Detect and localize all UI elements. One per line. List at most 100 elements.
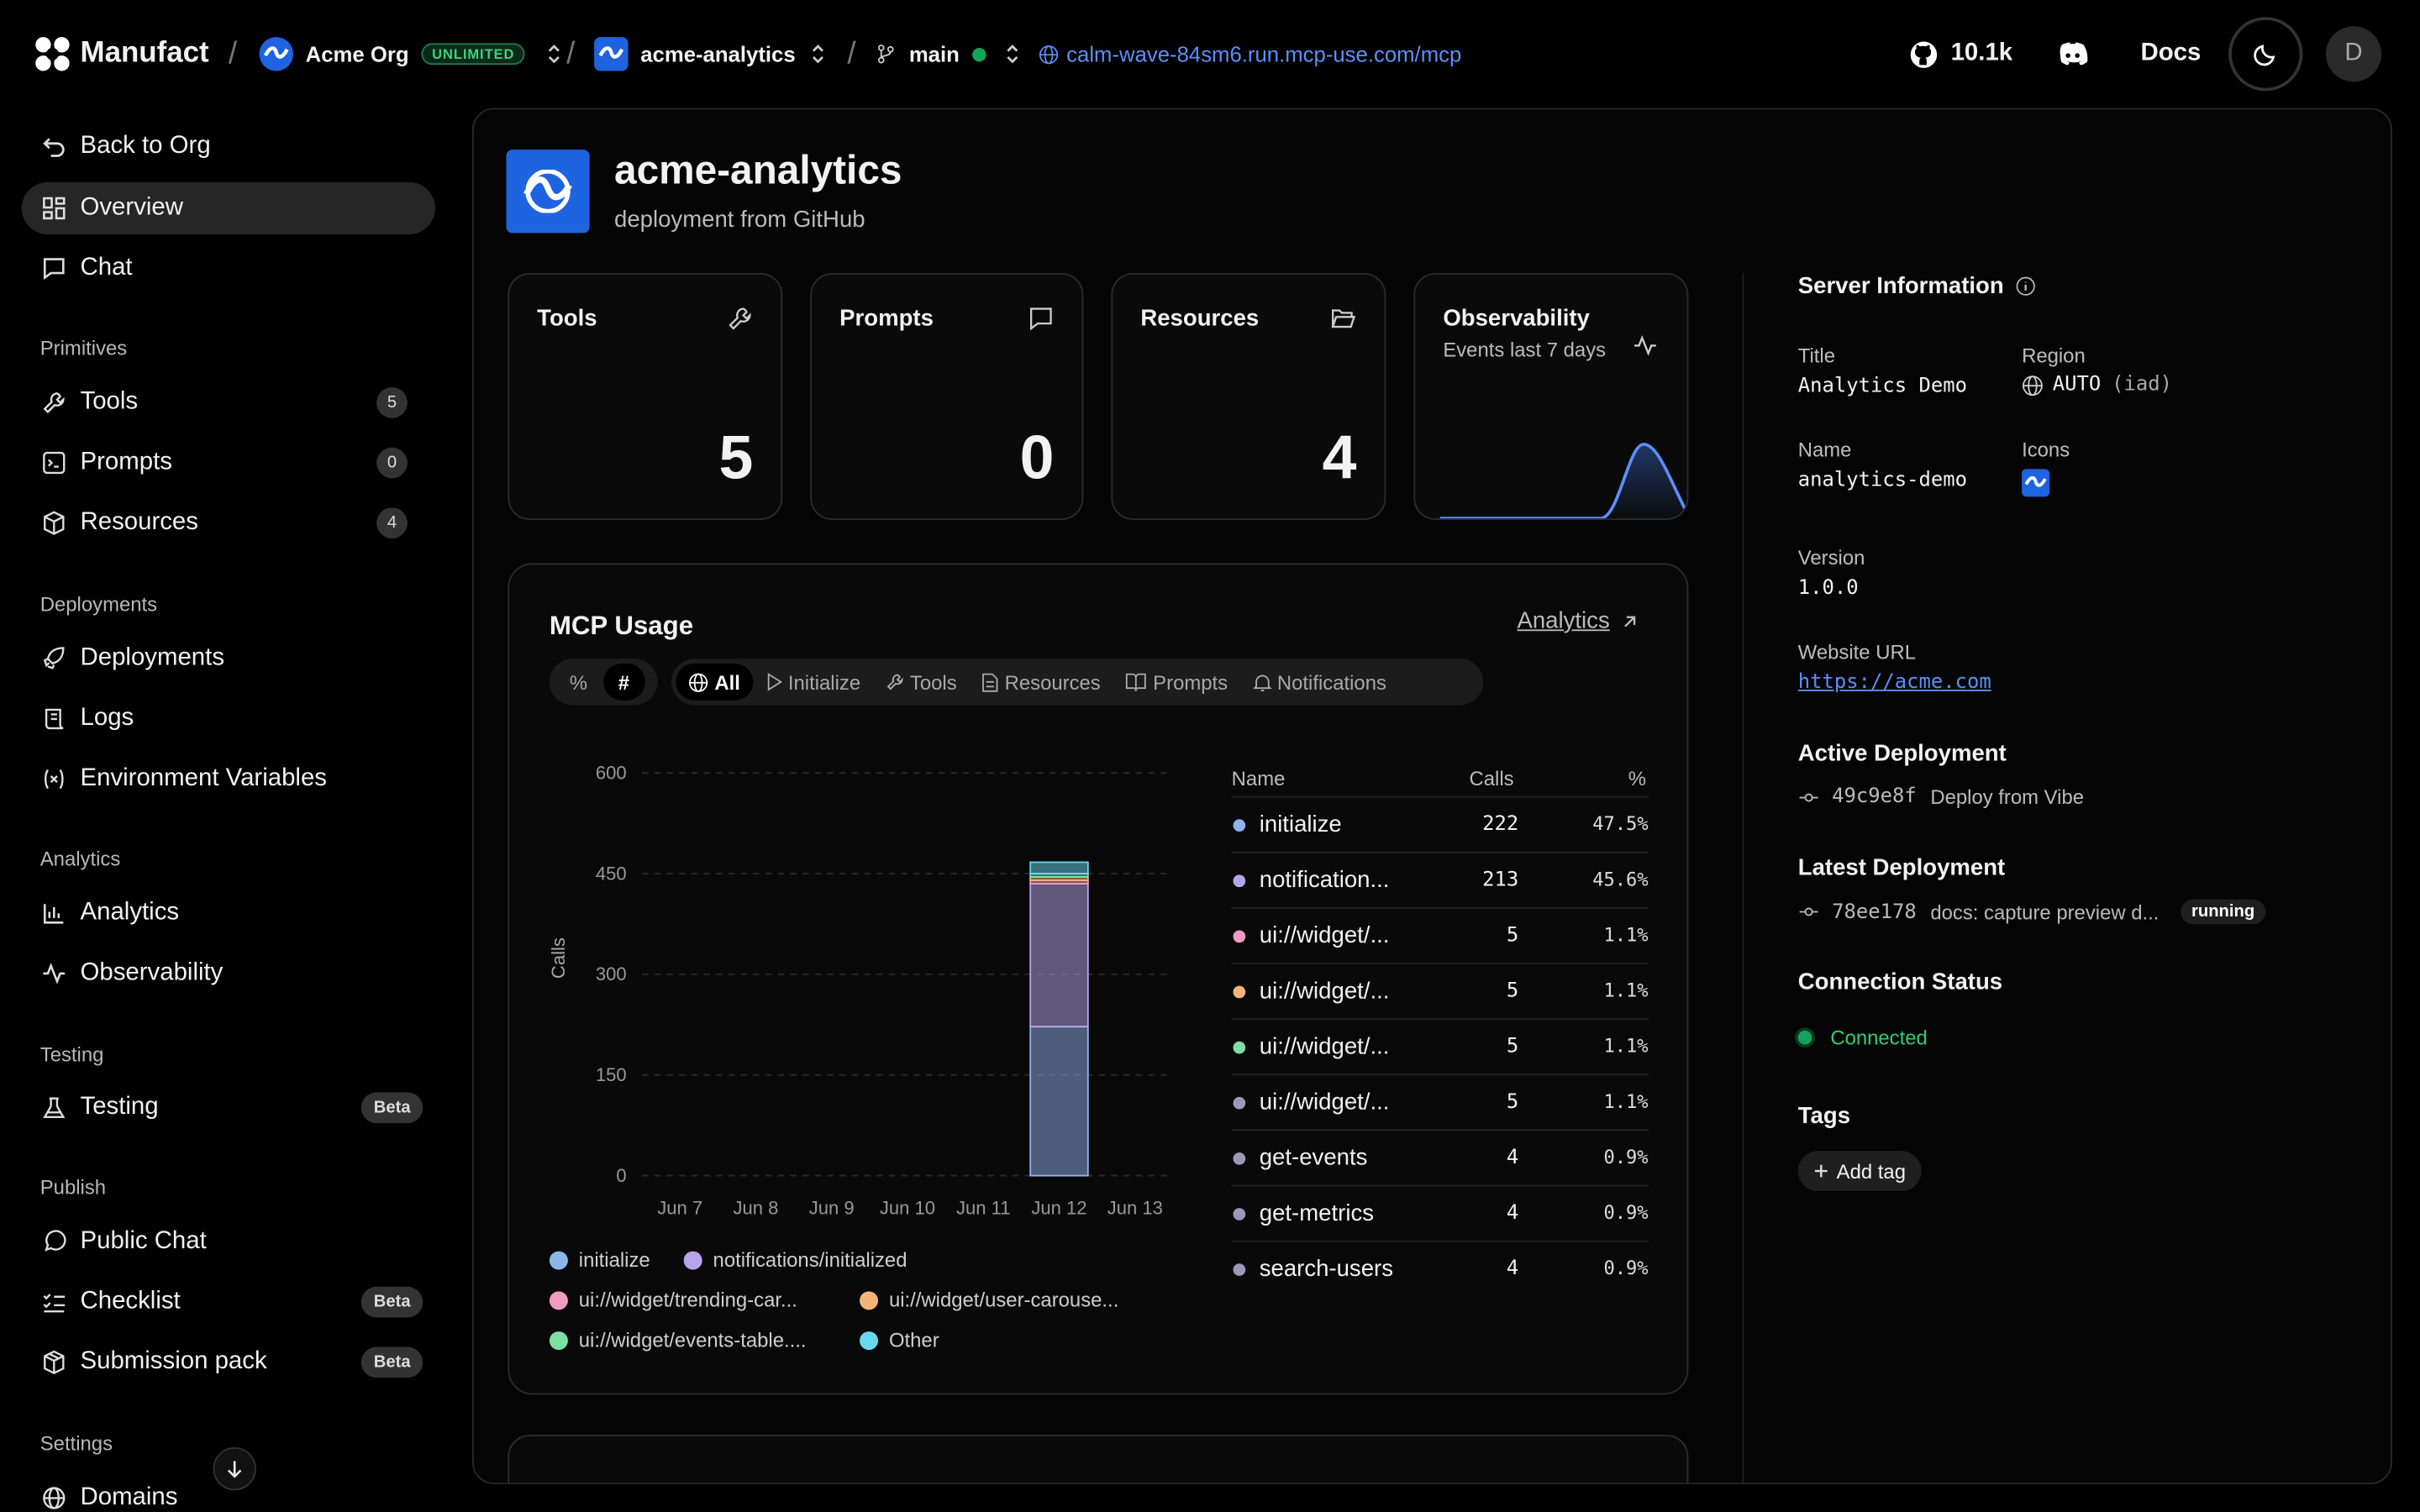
- legend-item[interactable]: initialize: [549, 1248, 650, 1271]
- branch-switcher[interactable]: main: [875, 0, 1019, 108]
- y-axis-label: Calls: [548, 937, 569, 979]
- legend-label: ui://widget/trending-car...: [578, 1288, 797, 1312]
- active-deployment-row[interactable]: 49c9e8f Deploy from Vibe: [1798, 785, 2084, 809]
- sidebar-item-domains[interactable]: Domains: [22, 1472, 435, 1512]
- filter-resources[interactable]: Resources: [969, 664, 1113, 701]
- sidebar-item-submission-pack[interactable]: Submission pack Beta: [22, 1336, 435, 1389]
- sidebar-item-tools[interactable]: Tools 5: [22, 376, 435, 428]
- row-pct: 0.9%: [1603, 1146, 1649, 1168]
- bar-segment[interactable]: [1029, 883, 1089, 1028]
- mode-count-button[interactable]: #: [602, 663, 645, 701]
- back-to-org-link[interactable]: Back to Org: [22, 120, 435, 172]
- row-pct: 1.1%: [1603, 924, 1649, 946]
- nav-label: Logs: [80, 705, 134, 732]
- globe-icon: [688, 672, 708, 692]
- stat-value: 4: [1322, 424, 1357, 492]
- sidebar-item-testing[interactable]: Testing Beta: [22, 1082, 435, 1134]
- filter-all[interactable]: All: [676, 663, 753, 701]
- analytics-link[interactable]: Analytics: [1517, 608, 1637, 634]
- sidebar-item-overview[interactable]: Overview: [21, 181, 435, 235]
- usage-bar-chart: Calls 0 150 300 450 600 Jun 7 Jun 8 Jun 9 Jun 10…: [548, 763, 1173, 1218]
- github-stars: 10.1k: [1950, 39, 2013, 66]
- list-checks-icon: [40, 1289, 68, 1314]
- file-text-icon: [981, 672, 998, 692]
- filter-initialize[interactable]: Initialize: [753, 664, 873, 701]
- branch-name: main: [908, 41, 960, 66]
- stat-card-resources[interactable]: Resources 4: [1111, 273, 1386, 520]
- deployment-url: calm-wave-84sm6.run.mcp-use.com/mcp: [1066, 41, 1462, 66]
- x-tick-label: Jun 12: [1031, 1197, 1086, 1218]
- website-link[interactable]: https://acme.com: [1797, 670, 1991, 695]
- legend-swatch: [549, 1290, 568, 1310]
- bar-segment[interactable]: [1029, 1026, 1089, 1177]
- table-row[interactable]: ui://widget/... 5 1.1%: [1231, 1018, 1649, 1074]
- sidebar-item-checklist[interactable]: Checklist Beta: [22, 1276, 435, 1328]
- legend-item[interactable]: Other: [860, 1328, 939, 1352]
- project-name: acme-analytics: [640, 41, 796, 66]
- scroll-down-button[interactable]: [213, 1446, 256, 1491]
- resources-count-badge: 4: [376, 507, 408, 539]
- branch-status-dot: [971, 47, 986, 61]
- plan-badge: UNLIMITED: [421, 43, 526, 66]
- stat-value: 5: [718, 424, 754, 492]
- stat-card-tools[interactable]: Tools 5: [508, 273, 783, 520]
- deployment-url-link[interactable]: calm-wave-84sm6.run.mcp-use.com/mcp: [1039, 0, 1461, 108]
- sidebar-item-prompts[interactable]: Prompts 0: [22, 437, 435, 489]
- name-value: analytics-demo: [1797, 469, 1968, 492]
- section-header-settings: Settings: [39, 1431, 113, 1456]
- legend-swatch: [549, 1250, 568, 1269]
- table-row[interactable]: get-metrics 4 0.9%: [1231, 1184, 1649, 1241]
- stat-card-prompts[interactable]: Prompts 0: [810, 273, 1084, 520]
- mode-percent-button[interactable]: %: [569, 670, 587, 694]
- bar-segment[interactable]: [1029, 861, 1089, 874]
- message-square-icon: [1028, 306, 1054, 332]
- scroll-text-icon: [40, 706, 68, 731]
- table-row[interactable]: notification... 213 45.6%: [1231, 851, 1649, 907]
- legend-item[interactable]: notifications/initialized: [683, 1248, 907, 1271]
- legend-item[interactable]: ui://widget/trending-car...: [549, 1288, 797, 1312]
- undo-arrow-icon: [40, 134, 68, 159]
- usage-title: MCP Usage: [549, 611, 694, 641]
- github-link[interactable]: 10.1k: [1909, 0, 2012, 108]
- org-switcher[interactable]: Acme Org UNLIMITED: [259, 0, 563, 108]
- filter-prompts[interactable]: Prompts: [1113, 664, 1239, 701]
- table-row[interactable]: ui://widget/... 5 1.1%: [1231, 906, 1649, 963]
- table-row[interactable]: get-events 4 0.9%: [1231, 1129, 1649, 1184]
- add-tag-button[interactable]: Add tag: [1797, 1151, 1922, 1191]
- table-row[interactable]: initialize 222 47.5%: [1231, 795, 1649, 852]
- sidebar-item-resources[interactable]: Resources 4: [22, 496, 435, 549]
- sidebar-item-chat[interactable]: Chat: [22, 242, 435, 294]
- book-open-icon: [1125, 673, 1147, 691]
- series-color-dot: [1233, 930, 1246, 943]
- top-bar: Manufact / Acme Org UNLIMITED / acme-ana…: [0, 0, 2420, 108]
- project-switcher[interactable]: acme-analytics: [594, 0, 826, 108]
- latest-deployment-row[interactable]: 78ee178 docs: capture preview d... runni…: [1798, 899, 2266, 925]
- connection-status-header: Connection Status: [1797, 969, 2003, 995]
- table-row[interactable]: ui://widget/... 5 1.1%: [1231, 963, 1649, 1018]
- commit-hash: 49c9e8f: [1832, 785, 1917, 809]
- sidebar-item-public-chat[interactable]: Public Chat: [22, 1215, 435, 1268]
- sidebar-item-environment-variables[interactable]: Environment Variables: [22, 753, 435, 805]
- user-avatar[interactable]: D: [2325, 26, 2382, 82]
- section-header-testing: Testing: [39, 1042, 104, 1067]
- chat-bubble-icon: [40, 256, 68, 281]
- filter-tools[interactable]: Tools: [873, 664, 970, 701]
- sidebar-item-deployments[interactable]: Deployments: [22, 633, 435, 685]
- filter-notifications[interactable]: Notifications: [1240, 664, 1399, 701]
- legend-item[interactable]: ui://widget/events-table....: [549, 1328, 807, 1352]
- table-row[interactable]: search-users 4 0.9%: [1231, 1240, 1649, 1296]
- brand[interactable]: Manufact: [34, 0, 209, 108]
- discord-link[interactable]: [2057, 0, 2088, 108]
- theme-toggle-button[interactable]: [2228, 17, 2303, 92]
- docs-link[interactable]: Docs: [2140, 39, 2202, 66]
- info-icon[interactable]: [2016, 276, 2036, 297]
- sidebar-item-logs[interactable]: Logs: [22, 693, 435, 745]
- table-row[interactable]: ui://widget/... 5 1.1%: [1231, 1074, 1649, 1129]
- legend-item[interactable]: ui://widget/user-carouse...: [860, 1289, 1118, 1311]
- x-tick-label: Jun 9: [809, 1197, 855, 1218]
- sidebar-item-observability[interactable]: Observability: [22, 948, 435, 1000]
- sparkline-chart: [1439, 443, 1687, 519]
- tags-header: Tags: [1797, 1103, 1851, 1130]
- stat-card-observability[interactable]: Observability Events last 7 days: [1413, 273, 1689, 520]
- sidebar-item-analytics[interactable]: Analytics: [22, 887, 435, 939]
